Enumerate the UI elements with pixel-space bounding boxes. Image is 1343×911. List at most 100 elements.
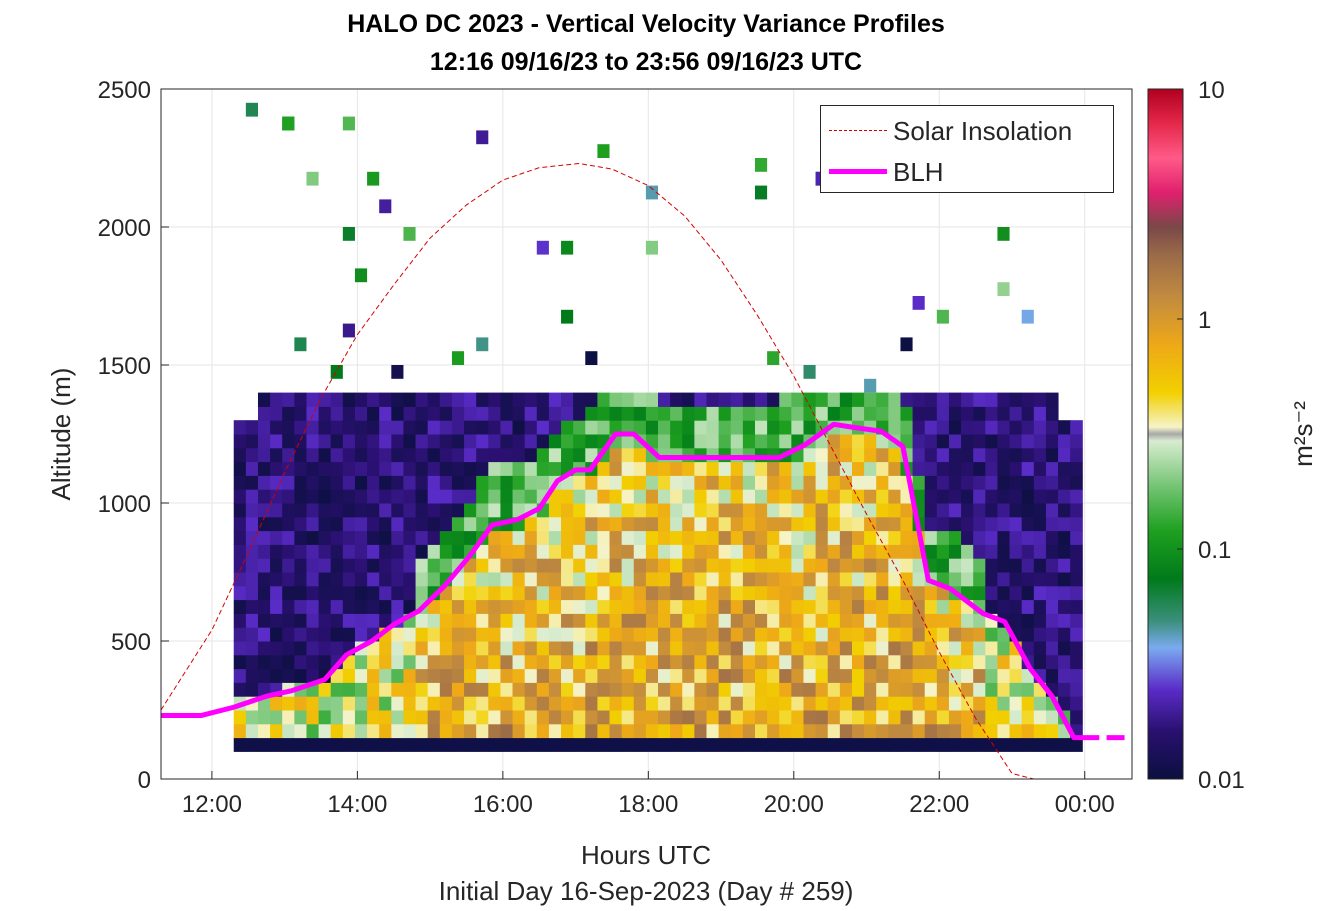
heatmap-cell xyxy=(754,558,768,573)
heatmap-cell xyxy=(282,572,295,587)
heatmap-cell xyxy=(706,503,720,518)
heatmap-cell xyxy=(294,696,307,711)
heatmap-cell xyxy=(936,668,950,683)
heatmap-cell xyxy=(621,392,635,407)
heatmap-cell xyxy=(706,710,720,725)
heatmap-cell xyxy=(354,447,368,463)
heatmap-cell xyxy=(961,516,974,532)
heatmap-cell xyxy=(924,503,938,518)
heatmap-cell xyxy=(282,627,295,642)
heatmap-cell xyxy=(936,392,950,407)
heatmap-cell xyxy=(330,447,344,463)
heatmap-cell xyxy=(257,737,271,752)
heatmap-cell xyxy=(282,116,295,131)
heatmap-cell xyxy=(936,530,950,545)
heatmap-cell xyxy=(961,530,974,545)
heatmap-cell xyxy=(961,406,974,421)
heatmap-cell xyxy=(354,668,368,683)
heatmap-cell xyxy=(585,682,598,697)
heatmap-cell xyxy=(876,489,889,504)
heatmap-cell xyxy=(367,682,380,697)
heatmap-cell xyxy=(379,613,392,628)
heatmap-cell xyxy=(985,682,998,697)
heatmap-cell xyxy=(718,723,732,739)
heatmap-cell xyxy=(682,682,695,697)
heatmap-cell xyxy=(391,668,404,683)
heatmap-cell xyxy=(561,406,574,421)
heatmap-cell xyxy=(803,696,817,711)
heatmap-cell xyxy=(791,627,804,642)
heatmap-cell xyxy=(973,682,986,697)
heatmap-cell xyxy=(379,654,392,670)
heatmap-cell xyxy=(924,599,938,614)
heatmap-cell xyxy=(948,613,962,628)
heatmap-cell xyxy=(403,420,417,435)
heatmap-cell xyxy=(1070,585,1083,601)
heatmap-cell xyxy=(742,585,756,601)
heatmap-cell xyxy=(476,434,489,449)
heatmap-cell xyxy=(512,613,526,628)
heatmap-cell xyxy=(306,171,319,186)
heatmap-cell xyxy=(330,503,344,518)
heatmap-cell xyxy=(1070,516,1083,532)
heatmap-cell xyxy=(379,723,392,739)
heatmap-cell xyxy=(282,737,295,752)
heatmap-cell xyxy=(694,654,708,670)
heatmap-cell xyxy=(270,406,283,421)
heatmap-cell xyxy=(476,447,489,463)
heatmap-cell xyxy=(403,530,417,545)
heatmap-cell xyxy=(645,503,659,518)
heatmap-cell xyxy=(512,668,526,683)
heatmap-cell xyxy=(803,668,817,683)
heatmap-cell xyxy=(779,406,792,421)
heatmap-cell xyxy=(573,668,586,683)
heatmap-cell xyxy=(451,420,465,435)
heatmap-cell xyxy=(876,461,889,476)
heatmap-cell xyxy=(500,503,514,518)
heatmap-cell xyxy=(379,558,392,573)
heatmap-cell xyxy=(561,668,574,683)
heatmap-cell xyxy=(645,392,659,407)
heatmap-cell xyxy=(306,654,320,670)
heatmap-cell xyxy=(633,641,647,656)
heatmap-cell xyxy=(561,585,574,601)
heatmap-cell xyxy=(597,489,611,504)
heatmap-cell xyxy=(621,585,635,601)
heatmap-cell xyxy=(597,627,611,642)
heatmap-cell xyxy=(997,489,1011,504)
heatmap-cell xyxy=(827,572,841,587)
heatmap-cell xyxy=(997,392,1011,407)
heatmap-cell xyxy=(888,627,901,642)
heatmap-cell xyxy=(464,489,477,504)
heatmap-cell xyxy=(803,627,817,642)
heatmap-cell xyxy=(233,641,247,656)
heatmap-cell xyxy=(730,516,744,532)
heatmap-cell xyxy=(270,710,283,725)
heatmap-cell xyxy=(948,654,962,670)
heatmap-cell xyxy=(948,392,962,407)
heatmap-cell xyxy=(609,696,623,711)
heatmap-cell xyxy=(779,392,792,407)
heatmap-cell xyxy=(573,682,586,697)
heatmap-cell xyxy=(645,723,659,739)
heatmap-cell xyxy=(306,475,320,490)
heatmap-cell xyxy=(754,572,768,587)
heatmap-cell xyxy=(815,696,829,711)
heatmap-cell xyxy=(427,710,441,725)
heatmap-cell xyxy=(536,434,550,449)
heatmap-cell xyxy=(961,489,974,504)
heatmap-cell xyxy=(645,240,659,255)
heatmap-cell xyxy=(658,627,671,642)
heatmap-cell xyxy=(512,406,526,421)
heatmap-cell xyxy=(585,544,598,559)
heatmap-cell xyxy=(973,503,986,518)
heatmap-cell xyxy=(864,475,877,490)
heatmap-cell xyxy=(670,489,683,504)
heatmap-cell xyxy=(827,627,841,642)
heatmap-cell xyxy=(561,654,574,670)
heatmap-cell xyxy=(464,516,477,532)
heatmap-cell xyxy=(1070,489,1083,504)
heatmap-cell xyxy=(379,530,392,545)
heatmap-cell xyxy=(706,682,720,697)
heatmap-cell xyxy=(985,668,998,683)
